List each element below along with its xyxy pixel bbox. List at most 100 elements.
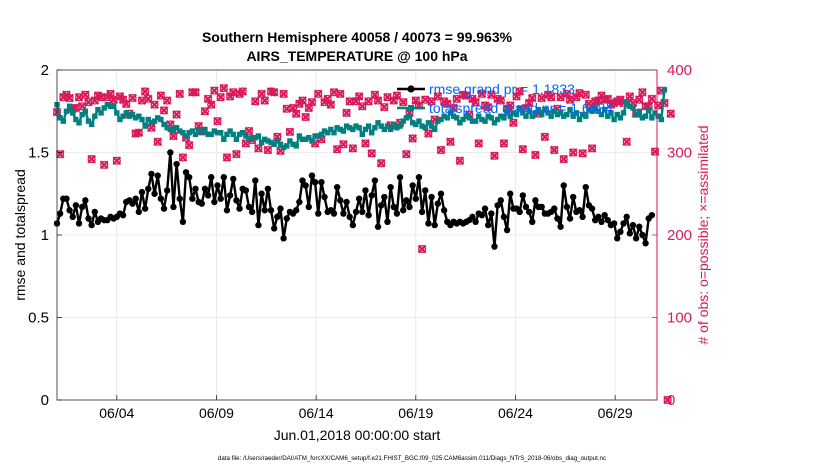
obs-assimilated-stroke bbox=[518, 144, 528, 154]
obs-assimilated-stroke bbox=[288, 103, 298, 113]
rmse-point bbox=[601, 212, 608, 219]
obs-assimilated-stroke bbox=[597, 91, 606, 100]
rmse-point bbox=[390, 203, 397, 211]
rmse-point bbox=[242, 187, 250, 194]
obs-assimilated-stroke bbox=[269, 87, 279, 97]
totalspread-point bbox=[435, 118, 441, 124]
rmse-point bbox=[293, 207, 300, 214]
totalspread-point bbox=[321, 128, 328, 134]
rmse-point bbox=[145, 185, 152, 192]
totalspread-point bbox=[419, 123, 425, 129]
totalspread-point bbox=[387, 126, 394, 133]
obs-possible-point bbox=[213, 117, 222, 126]
obs-assimilated-stroke bbox=[364, 96, 373, 106]
obs-assimilated-stroke bbox=[285, 127, 295, 137]
totalspread-point bbox=[457, 120, 463, 126]
obs-possible-point bbox=[150, 100, 159, 109]
obs-assimilated-point bbox=[134, 128, 144, 138]
totalspread-point bbox=[617, 115, 624, 121]
y-tick-label-right: 300 bbox=[667, 145, 692, 162]
rmse-point bbox=[252, 177, 259, 184]
rmse-point bbox=[595, 213, 602, 221]
rmse-point bbox=[507, 190, 514, 197]
obs-assimilated-stroke bbox=[370, 90, 380, 100]
obs-possible-point bbox=[399, 98, 408, 107]
obs-assimilated-point bbox=[527, 93, 537, 103]
rmse-point bbox=[557, 223, 564, 230]
obs-possible-point bbox=[339, 140, 348, 149]
totalspread-point bbox=[142, 123, 148, 129]
rmse-point bbox=[500, 213, 508, 221]
totalspread-point bbox=[246, 136, 252, 142]
obs-assimilated-stroke bbox=[232, 149, 241, 159]
rmse-point bbox=[384, 218, 391, 225]
totalspread-point bbox=[180, 130, 186, 136]
totalspread-point bbox=[236, 131, 243, 138]
totalspread-point bbox=[646, 106, 652, 113]
obs-assimilated-point bbox=[515, 87, 525, 96]
rmse-point bbox=[78, 203, 86, 211]
y-tick-label-left: 1 bbox=[41, 227, 49, 244]
totalspread-point bbox=[545, 110, 551, 116]
obs-possible-point bbox=[471, 98, 480, 107]
obs-assimilated-stroke bbox=[209, 86, 219, 96]
obs-assimilated-stroke bbox=[392, 91, 402, 100]
obs-assimilated-stroke bbox=[203, 94, 213, 104]
obs-assimilated-point bbox=[420, 95, 430, 105]
totalspread-point bbox=[450, 113, 457, 119]
rmse-point bbox=[569, 193, 577, 201]
totalspread-point bbox=[494, 116, 501, 123]
obs-assimilated-stroke bbox=[260, 96, 270, 105]
rmse-point bbox=[217, 195, 224, 202]
totalspread-point bbox=[394, 125, 400, 131]
rmse-point bbox=[393, 210, 401, 217]
y-tick-label-right: 0 bbox=[667, 392, 675, 409]
obs-assimilated-stroke bbox=[383, 92, 392, 102]
obs-assimilated-point bbox=[383, 92, 392, 102]
obs-assimilated-point bbox=[238, 87, 248, 96]
obs-assimilated-stroke bbox=[55, 149, 65, 159]
obs-possible-point bbox=[515, 87, 524, 96]
obs-possible-point bbox=[200, 107, 209, 116]
totalspread-point bbox=[155, 115, 161, 121]
obs-assimilated-stroke bbox=[254, 143, 263, 153]
obs-assimilated-point bbox=[206, 100, 216, 110]
obs-assimilated-stroke bbox=[647, 94, 657, 104]
obs-possible-point bbox=[433, 92, 442, 101]
totalspread-point bbox=[145, 116, 151, 123]
rmse-point bbox=[478, 212, 486, 219]
rmse-point bbox=[579, 213, 586, 221]
totalspread-point bbox=[98, 110, 104, 116]
totalspread-point bbox=[70, 110, 76, 116]
rmse-point bbox=[551, 205, 558, 212]
totalspread-point bbox=[460, 116, 466, 123]
obs-possible-point bbox=[238, 87, 247, 96]
chart-title: Southern Hemisphere 40058 / 40073 = 99.9… bbox=[202, 29, 513, 45]
obs-assimilated-stroke bbox=[153, 137, 163, 147]
totalspread-point bbox=[485, 113, 491, 119]
rmse-point bbox=[258, 190, 265, 197]
obs-assimilated-stroke bbox=[575, 88, 584, 98]
totalspread-point bbox=[623, 100, 630, 106]
totalspread-point bbox=[529, 113, 535, 119]
obs-assimilated-point bbox=[288, 103, 298, 113]
rmse-point bbox=[343, 198, 350, 206]
rmse-point bbox=[189, 195, 196, 202]
obs-assimilated-stroke bbox=[222, 153, 232, 162]
rmse-point bbox=[248, 208, 256, 216]
totalspread-point bbox=[482, 118, 488, 124]
totalspread-point bbox=[548, 113, 554, 119]
totalspread-point bbox=[576, 116, 583, 123]
obs-assimilated-stroke bbox=[304, 103, 314, 113]
obs-assimilated-stroke bbox=[291, 109, 301, 119]
obs-possible-point bbox=[172, 110, 181, 119]
totalspread-point bbox=[66, 103, 73, 109]
obs-possible-point bbox=[333, 145, 342, 154]
rmse-point bbox=[617, 228, 624, 235]
obs-possible-point bbox=[650, 147, 660, 156]
obs-assimilated-point bbox=[634, 95, 644, 105]
totalspread-point bbox=[655, 113, 661, 119]
rmse-point bbox=[623, 213, 630, 221]
obs-assimilated-point bbox=[508, 118, 518, 128]
obs-assimilated-point bbox=[257, 89, 266, 99]
